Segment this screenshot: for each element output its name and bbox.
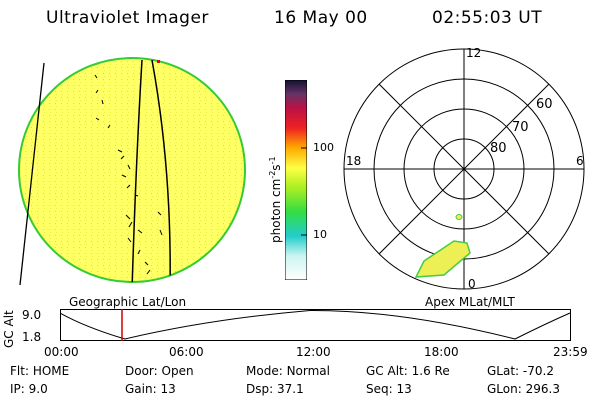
earth-disk [18,57,246,283]
meridian-line [19,62,45,286]
auroral-patch [414,240,471,278]
polar-plot [343,48,585,290]
colorbar [285,80,307,280]
timeline-tick-2359: 23:59 [553,345,588,359]
status-dsp: Dsp: 37.1 [246,382,304,396]
status-flt: Flt: HOME [10,364,70,378]
geographic-grid-lines [131,59,171,282]
altitude-timeline [60,309,571,341]
timeline-tick-1800: 18:00 [424,345,459,359]
status-glat: GLat: -70.2 [487,364,554,378]
status-seq: Seq: 13 [366,382,412,396]
timeline-tick-0000: 00:00 [44,345,79,359]
instrument-title: Ultraviolet Imager [46,8,209,28]
status-mode: Mode: Normal [246,364,330,378]
status-gc-alt: GC Alt: 1.6 Re [366,364,450,378]
apex-panel-label: Apex MLat/MLT [425,295,515,309]
status-glon: GLon: 296.3 [487,382,560,396]
mlt-label-12: 12 [466,46,482,60]
status-door: Door: Open [125,364,194,378]
mlt-label-18: 18 [346,154,362,168]
colorbar-tick-100: 100 [313,141,334,154]
mlt-label-6: 6 [576,154,584,168]
date-label: 16 May 00 [274,8,368,28]
colorbar-unit-label: photon cm-2s-1 [268,156,283,243]
red-marker-dot [157,60,160,63]
altitude-curve [60,309,571,340]
colorbar-tick-10: 10 [313,228,327,241]
timeline-ymax: 9.0 [22,308,42,322]
status-ip: IP: 9.0 [10,382,48,396]
time-label: 02:55:03 UT [432,8,543,28]
lat-label-70: 70 [512,120,529,135]
geographic-panel-label: Geographic Lat/Lon [69,295,187,309]
status-gain: Gain: 13 [125,382,176,396]
lat-label-80: 80 [490,141,507,156]
timeline-tick-0600: 06:00 [169,345,204,359]
timeline-axis-label: GC Alt [2,310,16,348]
coastline-marks [94,74,163,275]
timeline-tick-1200: 12:00 [296,345,331,359]
timeline-ymin: 1.8 [22,330,42,344]
small-emission-spot [455,214,463,220]
lat-label-60: 60 [536,97,553,112]
mlt-label-0: 0 [468,277,476,291]
